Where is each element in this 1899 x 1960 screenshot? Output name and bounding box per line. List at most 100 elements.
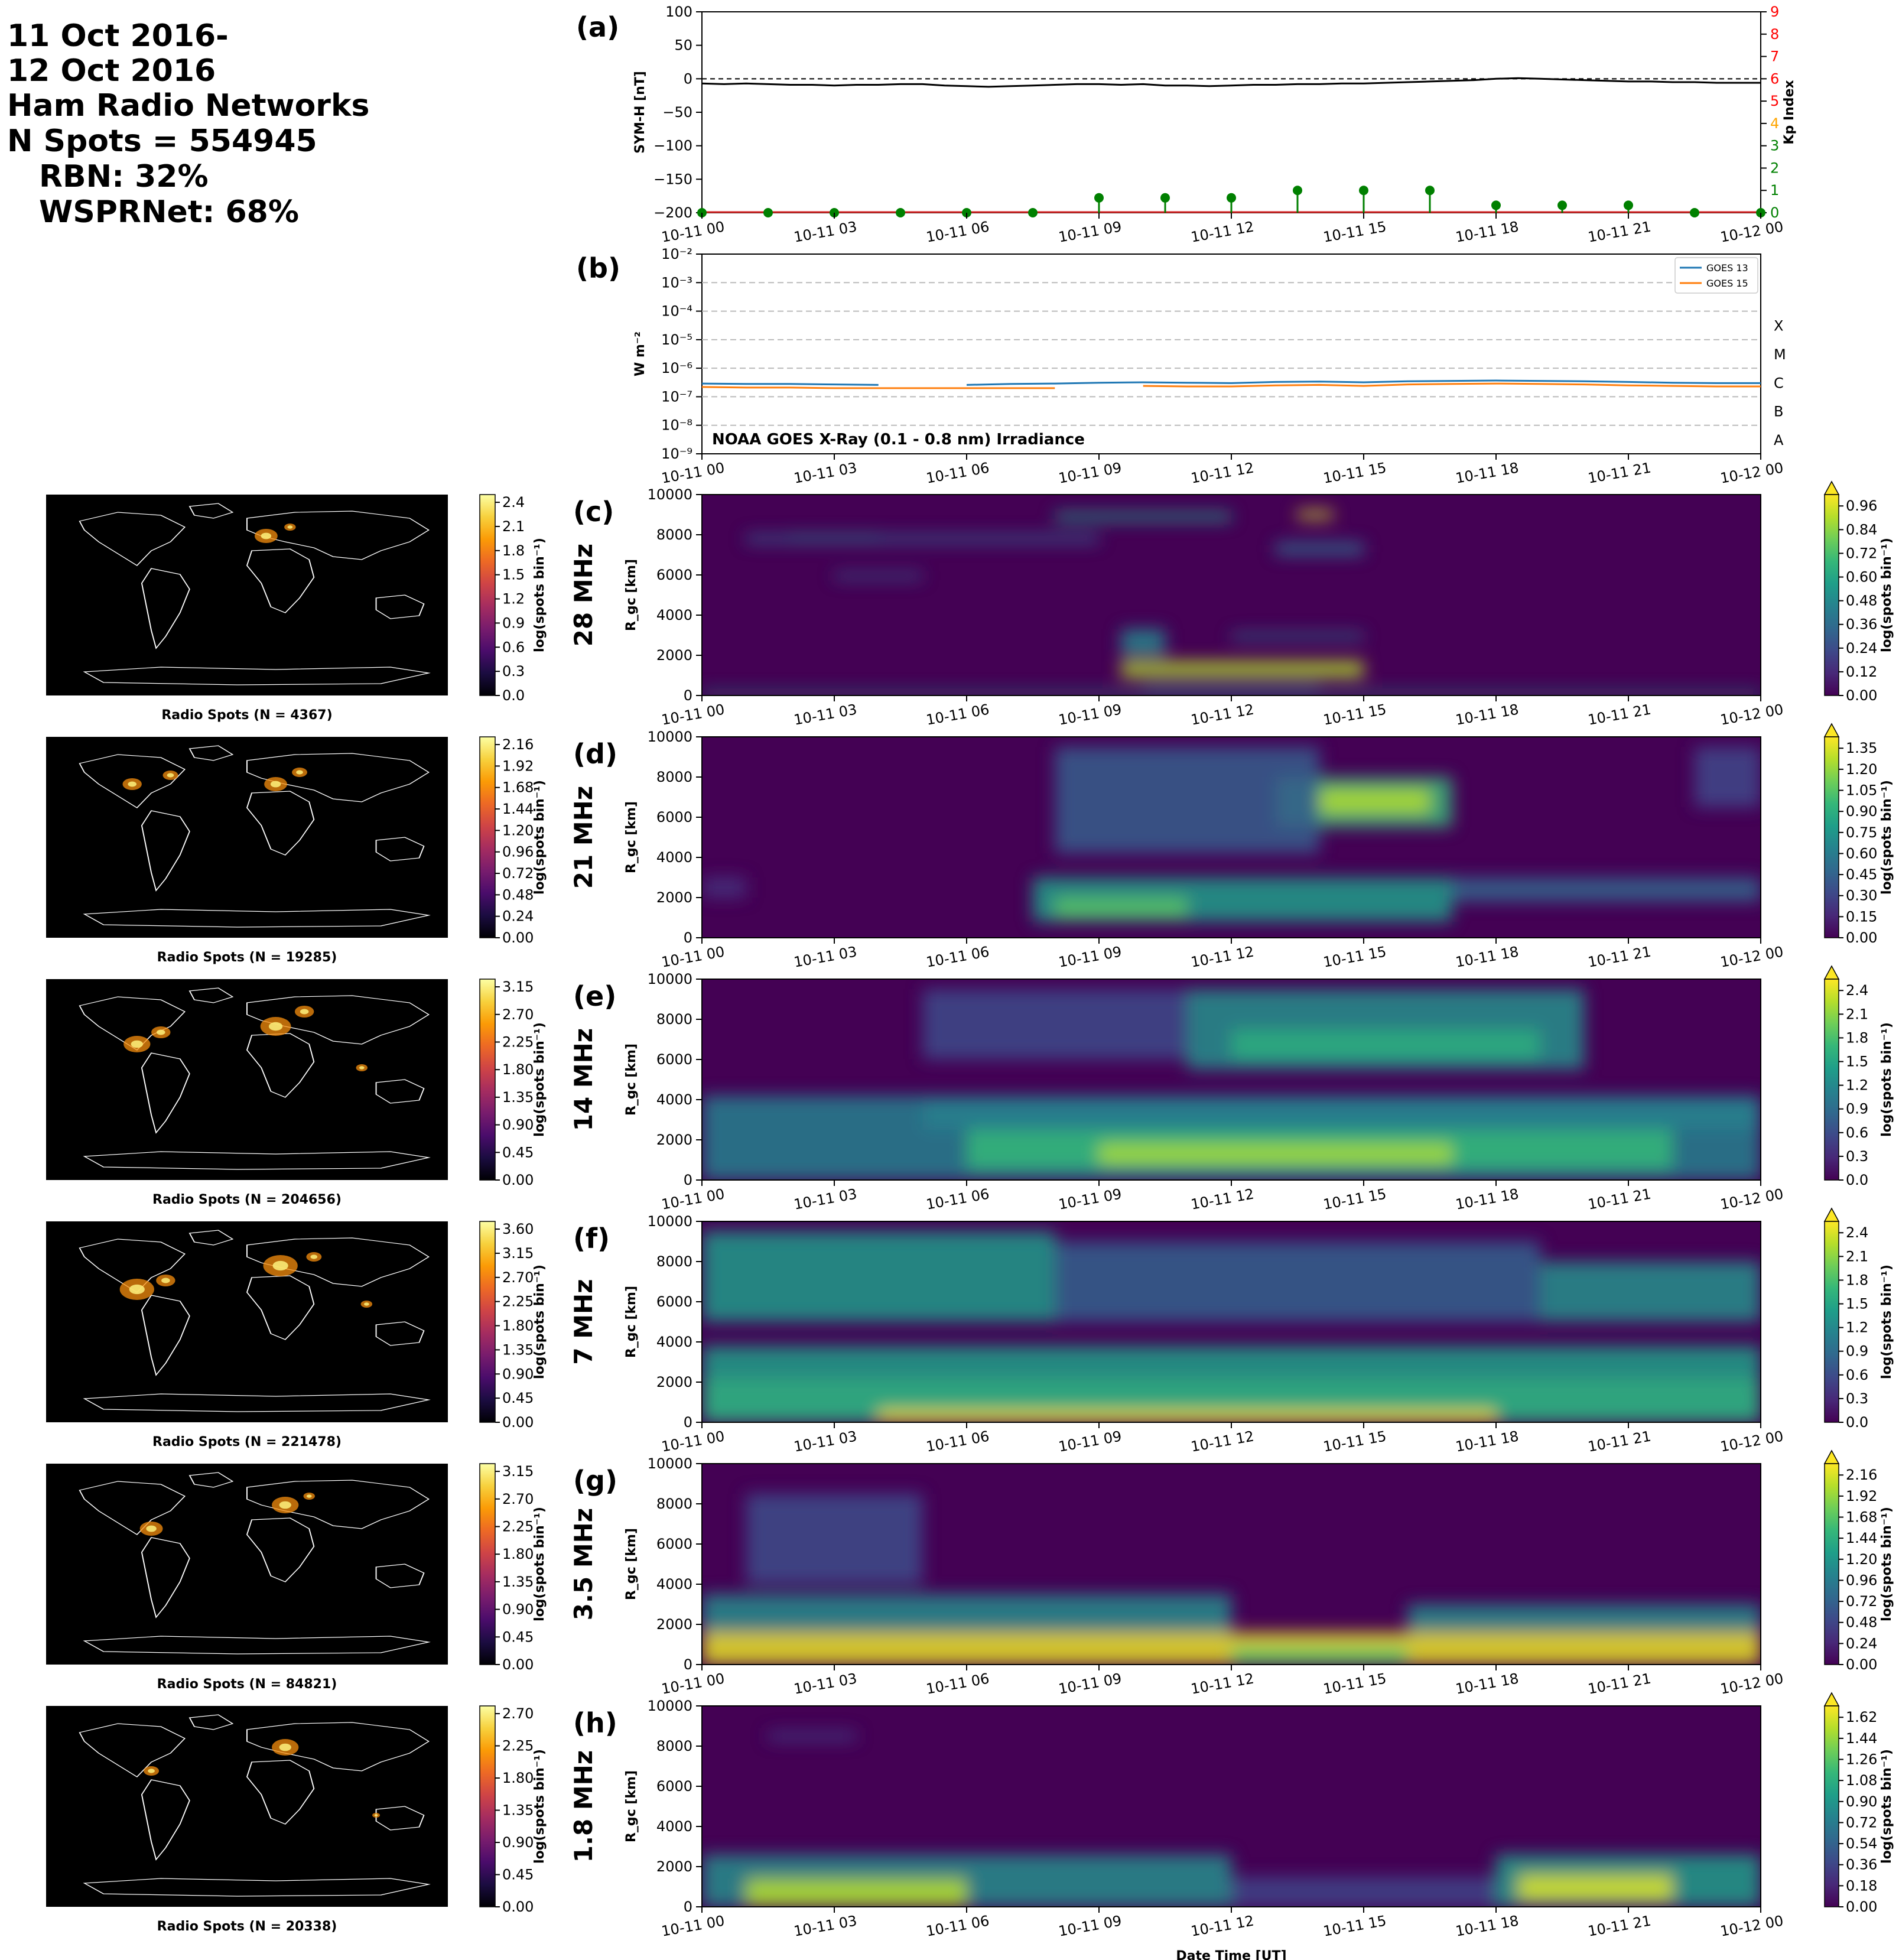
density-region <box>1319 789 1430 814</box>
kp-marker <box>1690 208 1699 217</box>
x-tick-label: 10-11 21 <box>1586 1185 1652 1213</box>
header-line3: Ham Radio Networks <box>7 88 370 123</box>
heatmap-colorbar <box>1824 1221 1839 1423</box>
colorbar-tick-label: 2.16 <box>1846 1467 1877 1483</box>
y-tick-label: 8000 <box>656 1738 692 1754</box>
heatmap-g <box>702 1464 1761 1665</box>
coastline <box>246 1033 315 1098</box>
x-tick-label: 10-11 09 <box>1057 943 1123 970</box>
x-tick-label: 10-11 12 <box>1189 218 1255 245</box>
coastline <box>141 1779 190 1861</box>
kp-tick-label: 3 <box>1770 138 1779 154</box>
coastlines <box>79 745 431 928</box>
x-tick-label: 10-11 00 <box>660 1670 726 1697</box>
colorbar-tick-label: 0.00 <box>1846 687 1877 704</box>
density-region <box>1121 661 1364 678</box>
spot-density-core <box>279 1743 291 1751</box>
colorbar-tick-label: 0.6 <box>1846 1124 1868 1141</box>
colorbar-tick-label: 1.20 <box>1846 1551 1877 1568</box>
x-tick-label: 10-11 15 <box>1322 1185 1387 1213</box>
coastline <box>246 1517 315 1582</box>
x-tick-label: 10-11 18 <box>1454 1670 1520 1697</box>
heatmap-d <box>702 737 1761 938</box>
density-region <box>1231 1029 1540 1059</box>
coastline <box>83 667 431 685</box>
y-tick-label: 8000 <box>656 526 692 543</box>
map-colorbar-tick-label: 1.35 <box>502 1341 534 1358</box>
x-tick-label: 10-11 09 <box>1057 1912 1123 1939</box>
map-colorbar-tick-label: 0.00 <box>502 929 534 946</box>
x-tick-label: 10-11 06 <box>925 1912 990 1939</box>
x-tick-label: 10-12 00 <box>1719 1185 1784 1213</box>
colorbar-tick-label: 0.24 <box>1846 1635 1877 1652</box>
panel-b-label: (b) <box>576 252 620 284</box>
map-colorbar-tick-label: 0.72 <box>502 865 534 882</box>
panel-label: (h) <box>573 1707 617 1739</box>
x-tick-label: 10-11 15 <box>1322 1428 1387 1455</box>
map-colorbar-tick-label: 1.92 <box>502 758 534 774</box>
x-tick-label: 10-11 15 <box>1322 459 1387 486</box>
colorbar-label: log(spots bin⁻¹) <box>1880 1265 1894 1379</box>
x-tick-label: 10-11 03 <box>792 1670 858 1697</box>
x-tick-label: 10-11 00 <box>660 1912 726 1939</box>
y-axis-label: R_gc [km] <box>624 1286 639 1358</box>
density-region <box>1099 1143 1452 1164</box>
flare-class-label: M <box>1774 346 1786 363</box>
colorbar-tick-label: 0.6 <box>1846 1367 1868 1383</box>
density-region <box>768 1732 857 1740</box>
panel-a-frame <box>701 11 1761 213</box>
heatmap-f <box>702 1221 1761 1422</box>
map-colorbar <box>479 1463 496 1665</box>
map-colorbar-tick-label: 1.80 <box>502 1061 534 1078</box>
kp-tick-label: 5 <box>1770 93 1779 109</box>
heatmap-colorbar <box>1824 979 1839 1181</box>
y-axis-label: R_gc [km] <box>624 1044 639 1116</box>
map-colorbar-tick-label: 0.9 <box>502 615 525 631</box>
x-tick-label: 10-12 00 <box>1719 1428 1784 1455</box>
coastline <box>83 1878 431 1897</box>
colorbar-tick-label: 2.4 <box>1846 1224 1868 1241</box>
colorbar-extend-arrow <box>1823 723 1840 737</box>
colorbar-tick-label: 0.48 <box>1846 593 1877 609</box>
density-region <box>702 1231 1055 1322</box>
y-tick-label: 4000 <box>656 1576 692 1592</box>
colorbar-tick-label: 1.8 <box>1846 1272 1868 1288</box>
map-caption: Radio Spots (N = 4367) <box>161 708 332 723</box>
colorbar-tick-label: 0.36 <box>1846 1857 1877 1873</box>
x-tick-label: 10-11 15 <box>1322 1912 1387 1939</box>
colorbar-tick-label: 0.84 <box>1846 521 1877 538</box>
map-caption: Radio Spots (N = 204656) <box>152 1192 342 1207</box>
spot-density-core <box>279 1501 291 1509</box>
flare-class-label: X <box>1774 318 1783 334</box>
y-tick-label: −50 <box>662 104 692 121</box>
header-line4: N Spots = 554945 <box>7 123 317 159</box>
y-tick-label: 10⁻³ <box>661 274 692 291</box>
map-colorbar-tick-label: 1.8 <box>502 542 525 559</box>
map-colorbar-tick-label: 0.90 <box>502 1366 534 1382</box>
y-axis-label: W m⁻² <box>633 331 648 376</box>
heatmap-blobs <box>702 1231 1761 1422</box>
spot-density-core <box>296 770 303 775</box>
heatmap-blobs <box>702 1494 1761 1665</box>
colorbar-tick-label: 1.2 <box>1846 1319 1868 1336</box>
coastline <box>141 1052 190 1134</box>
x-tick-label: 10-11 09 <box>1057 459 1123 486</box>
y-tick-label: 10000 <box>648 1698 692 1714</box>
x-tick-label: 10-11 18 <box>1454 459 1520 486</box>
colorbar-extend-arrow <box>1823 1692 1840 1707</box>
spot-density-core <box>131 1040 144 1048</box>
map-colorbar <box>479 1221 496 1423</box>
y-tick-label: 4000 <box>656 607 692 623</box>
panel-label: (f) <box>573 1223 610 1254</box>
panel-label: (g) <box>573 1465 617 1497</box>
y-tick-label: 4000 <box>656 1091 692 1108</box>
colorbar-tick-label: 0.96 <box>1846 1572 1877 1588</box>
density-region <box>1518 1874 1673 1901</box>
panel-h: Radio Spots (N = 20338) 0.00 0.45 0.90 1.35 1… <box>46 1692 1894 1960</box>
density-region <box>1275 542 1364 555</box>
world-map-h <box>46 1706 448 1907</box>
kp-tick-label: 6 <box>1770 70 1779 87</box>
density-region <box>1055 1241 1540 1322</box>
y-tick-label: 0 <box>684 1899 692 1915</box>
